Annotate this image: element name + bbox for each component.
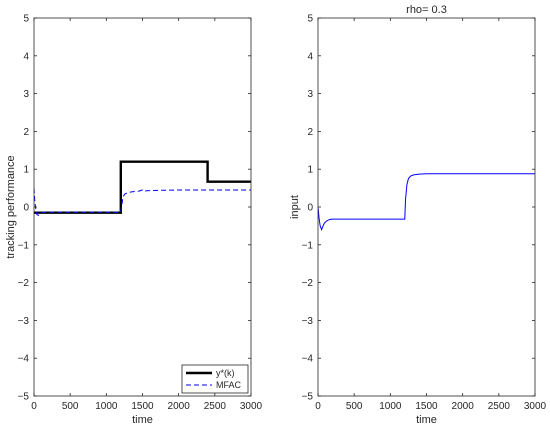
- legend-box: [181, 364, 249, 394]
- y-axis-label: input: [289, 195, 301, 219]
- y-tick-label: 0: [23, 203, 29, 214]
- x-tick-label: 1500: [131, 401, 154, 412]
- x-tick-label: 2000: [168, 401, 191, 412]
- x-axis-label: time: [132, 414, 153, 426]
- y-tick-label: 5: [23, 14, 29, 25]
- y-tick-label: 0: [307, 203, 313, 214]
- legend-entry: y*(k): [216, 368, 235, 378]
- y-tick-label: −3: [18, 316, 30, 327]
- y-tick-label: −3: [302, 316, 314, 327]
- y-tick-label: −2: [302, 278, 314, 289]
- chart-title: rho= 0.3: [406, 4, 447, 16]
- x-tick-label: 0: [315, 401, 321, 412]
- legend-entry: MFAC: [216, 380, 242, 390]
- x-tick-label: 1000: [379, 401, 402, 412]
- y-tick-label: −4: [302, 354, 314, 365]
- tracking-performance-plot: 0 500 1000 1500 2000 2500 3000 −5 −4 −3 −2 −1 0 1 2 3 4 5…: [5, 14, 263, 427]
- x-tick-label: 500: [346, 401, 363, 412]
- y-tick-label: 5: [307, 14, 313, 25]
- y-tick-label: 1: [307, 165, 313, 176]
- x-tick-label: 2000: [452, 401, 475, 412]
- y-tick-label: −2: [18, 278, 30, 289]
- x-tick-label: 1500: [415, 401, 438, 412]
- x-axis-label: time: [416, 414, 437, 426]
- x-tick-label: 500: [62, 401, 79, 412]
- series-line-mfac: [34, 188, 251, 216]
- y-tick-label: 2: [23, 127, 29, 138]
- x-tick-label: 1000: [95, 401, 118, 412]
- y-tick-label: −5: [302, 392, 314, 403]
- x-tick-label: 3000: [240, 401, 263, 412]
- x-tick-label: 2500: [488, 401, 511, 412]
- y-axis-label: tracking performance: [5, 155, 17, 258]
- series-line-input-0: [318, 173, 535, 232]
- x-tick-label: 0: [31, 401, 37, 412]
- x-tick-label: 2500: [204, 401, 227, 412]
- legend: y*(k) MFAC: [181, 364, 249, 394]
- y-tick-label: 2: [307, 127, 313, 138]
- y-tick-label: 3: [307, 89, 313, 100]
- y-tick-label: 1: [23, 165, 29, 176]
- y-tick-label: 3: [23, 89, 29, 100]
- input-plot: 0 500 1000 1500 2000 2500 3000 −5 −4 −3 −2 −1 0 1 2 3 4 5…: [289, 4, 547, 426]
- x-tick-label: 3000: [524, 401, 547, 412]
- y-tick-label: 4: [307, 51, 313, 62]
- y-tick-label: −5: [18, 392, 30, 403]
- y-tick-label: −1: [302, 240, 314, 251]
- y-tick-label: −1: [18, 240, 30, 251]
- y-tick-label: −4: [18, 354, 30, 365]
- y-tick-label: 4: [23, 51, 29, 62]
